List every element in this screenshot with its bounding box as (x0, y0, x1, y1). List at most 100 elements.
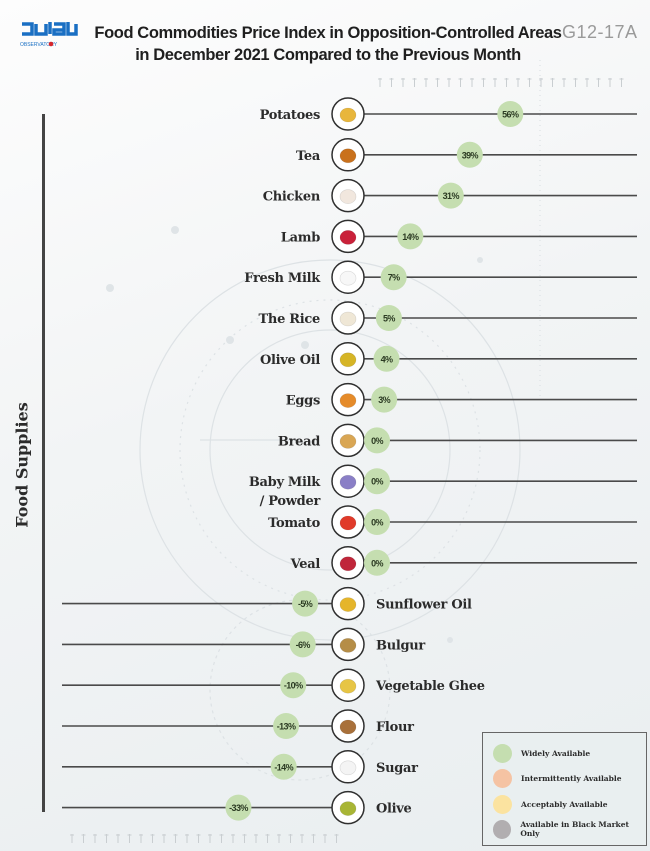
value-bubble (380, 264, 407, 291)
value-label: -10% (284, 681, 303, 691)
value-label: -14% (274, 762, 293, 772)
value-bubble (289, 631, 316, 658)
legend-swatch (493, 768, 512, 788)
chart-row: -13% Flour (62, 709, 414, 743)
value-label: 0% (371, 558, 383, 568)
value-label: -5% (298, 599, 313, 609)
chart-row: -10% Vegetable Ghee (62, 668, 485, 702)
chart-row: 0% Bread (278, 423, 637, 458)
category-label: Flour (376, 720, 414, 735)
value-label: 39% (462, 150, 479, 160)
category-label: Tea (296, 149, 321, 164)
olive-oil-bottle-icon (339, 352, 357, 368)
chart-row: 14% Lamb (281, 219, 637, 254)
category-label: Bread (278, 434, 320, 449)
value-bubble (364, 427, 390, 454)
legend-label: Widely Available (521, 748, 591, 758)
value-label: 14% (402, 232, 419, 242)
category-label: The Rice (259, 312, 320, 327)
value-bubble (437, 182, 464, 209)
potato-icon (339, 107, 357, 123)
chart-row: 0% Baby Milk / Powder (249, 464, 637, 509)
sunflower-oil-icon (339, 597, 357, 612)
value-bubble (364, 549, 390, 576)
title-line-1: Food Commodities Price Index in Oppositi… (94, 24, 562, 42)
value-bubble (280, 672, 307, 699)
category-label: Olive Oil (260, 353, 320, 368)
category-label: Vegetable Ghee (375, 679, 485, 694)
y-axis-line (42, 114, 45, 812)
chart-row: -5% Sunflower Oil (62, 586, 472, 621)
legend: Widely Available Intermittently Availabl… (482, 732, 647, 846)
value-label: 7% (388, 273, 400, 283)
chart-row: 56% Potatoes (260, 97, 637, 131)
category-label: Veal (290, 557, 321, 572)
value-label: 56% (502, 110, 519, 120)
value-label: -33% (229, 803, 248, 813)
category-label: Sugar (376, 761, 418, 776)
rice-icon (339, 311, 357, 327)
chart-row: 0% Veal (290, 546, 637, 580)
page-title: Food Commodities Price Index in Oppositi… (88, 22, 568, 66)
value-bubble (364, 509, 390, 535)
ghee-can-icon (339, 678, 357, 694)
value-bubble (456, 141, 483, 168)
chart-row: 31% Chicken (263, 178, 637, 213)
value-bubble (375, 305, 402, 331)
value-label: 5% (383, 314, 395, 324)
category-label: Fresh Milk (244, 271, 321, 286)
chart-row: -33% Olive (62, 790, 412, 825)
chart-row: 3% Eggs (286, 382, 637, 417)
value-label: 31% (443, 191, 460, 201)
legend-item-intermittently-available: Intermittently Available (493, 767, 622, 789)
category-label: Sunflower Oil (376, 598, 472, 613)
legend-item-acceptably-available: Acceptably Available (493, 793, 608, 815)
legend-swatch (493, 794, 512, 814)
veal-meat-icon (339, 556, 357, 572)
lamb-meat-icon (339, 230, 357, 245)
legend-item-black-market-only: Available in Black Market Only (493, 818, 646, 840)
chicken-icon (339, 189, 357, 204)
category-label: Tomato (268, 516, 321, 531)
chart-row: 0% Tomato (268, 505, 637, 539)
value-bubble (292, 590, 319, 617)
chart-row: -14% Sugar (62, 750, 418, 784)
observatory-logo: OBSERVATORY (20, 22, 78, 48)
category-label: Chicken (263, 190, 321, 205)
category-label: Eggs (286, 394, 320, 409)
chart-row: 4% Olive Oil (260, 342, 637, 376)
value-bubble (364, 468, 390, 495)
category-label: Lamb (281, 230, 320, 245)
bulgur-icon (339, 638, 357, 653)
legend-swatch (493, 819, 512, 839)
tea-icon (339, 148, 357, 164)
value-label: -13% (277, 722, 296, 732)
eggs-icon (339, 393, 357, 408)
legend-label: Available in Black Market Only (520, 820, 629, 838)
bread-icon (339, 434, 357, 449)
category-label: Potatoes (260, 108, 320, 123)
value-bubble (397, 223, 424, 250)
value-label: 4% (381, 354, 393, 364)
category-label: Baby Milk (249, 475, 321, 490)
title-line-2: in December 2021 Compared to the Previou… (135, 46, 521, 64)
chart-row: 39% Tea (296, 138, 637, 172)
baby-milk-can-icon (339, 474, 357, 490)
value-bubble (225, 794, 252, 821)
value-label: 0% (371, 436, 383, 446)
value-bubble (373, 345, 400, 372)
category-label: Bulgur (376, 638, 425, 653)
category-label: Olive (376, 802, 412, 817)
olives-icon (339, 801, 357, 816)
value-bubble (273, 713, 300, 739)
value-bubble (371, 386, 398, 413)
value-bubble (497, 101, 524, 127)
svg-text:OBSERVATORY: OBSERVATORY (20, 42, 58, 48)
chart-row: -6% Bulgur (62, 627, 426, 662)
chart-row: 7% Fresh Milk (244, 260, 637, 294)
category-label: / Powder (260, 494, 321, 509)
flour-sack-icon (339, 719, 357, 735)
value-label: 3% (378, 395, 390, 405)
legend-label: Acceptably Available (521, 799, 608, 809)
legend-item-widely-available: Widely Available (493, 742, 590, 764)
